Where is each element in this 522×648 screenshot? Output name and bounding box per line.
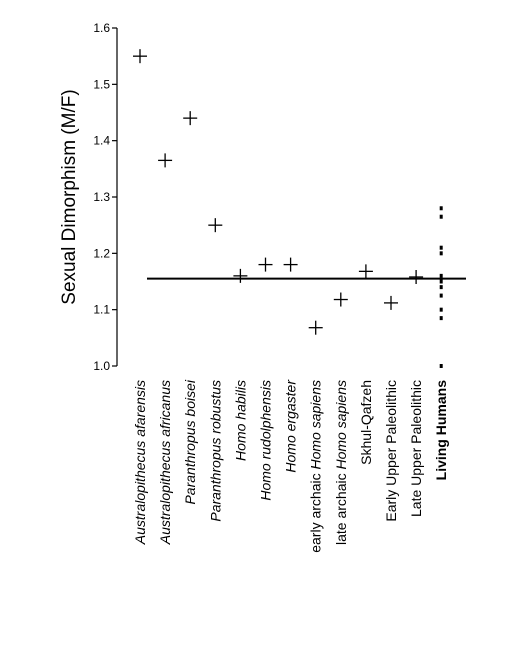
- data-points: [133, 49, 443, 368]
- data-point-12: [409, 269, 424, 284]
- category-label-7: Homo ergaster: [283, 379, 299, 473]
- category-label-4: Paranthropus robustus: [207, 380, 223, 522]
- data-point-8: [308, 320, 323, 335]
- category-label-9: late archaic Homo sapiens: [333, 380, 349, 545]
- y-tick-label-1.6: 1.6: [93, 21, 110, 35]
- category-labels: Australopithecus afarensis Australopithec…: [132, 379, 449, 553]
- living-humans-mark-10: [439, 214, 443, 219]
- living-humans-mark-5: [439, 285, 443, 290]
- living-humans-mark-7: [439, 273, 443, 278]
- category-label-13: Living Humans: [433, 380, 449, 481]
- data-point-3: [183, 111, 198, 126]
- data-point-4: [208, 218, 223, 233]
- living-humans-mark-4: [439, 293, 443, 298]
- data-point-5: [233, 268, 248, 283]
- category-label-3: Paranthropus boisei: [182, 379, 198, 504]
- category-label-8: early archaic Homo sapiens: [308, 380, 324, 553]
- living-humans-mark-9: [439, 245, 443, 250]
- y-tick-label-1.4: 1.4: [93, 134, 110, 148]
- living-humans-mark-11: [439, 206, 443, 211]
- y-tick-label-1.5: 1.5: [93, 77, 110, 91]
- living-humans-mark-8: [439, 251, 443, 256]
- living-humans-mark-2: [439, 316, 443, 321]
- data-point-7: [283, 257, 298, 272]
- y-tick-label-1.2: 1.2: [93, 246, 110, 260]
- category-label-1: Australopithecus afarensis: [132, 380, 148, 545]
- category-label-2: Australopithecus africanus: [157, 380, 173, 545]
- y-tick-label-1.0: 1.0: [93, 359, 110, 373]
- data-point-1: [133, 49, 147, 64]
- living-humans-mark-6: [439, 279, 443, 284]
- data-point-10: [358, 264, 373, 279]
- category-label-6: Homo rudolphensis: [258, 380, 274, 501]
- data-point-11: [384, 295, 398, 310]
- category-label-10: Skhul-Qafzeh: [358, 380, 374, 465]
- category-label-11: Early Upper Paleolithic: [383, 380, 399, 522]
- y-tick-label-1.3: 1.3: [93, 190, 110, 204]
- y-axis-label: Sexual Dimorphism (M/F): [59, 89, 80, 304]
- data-point-9: [333, 292, 348, 307]
- y-tick-label-1.1: 1.1: [93, 303, 110, 317]
- data-point-2: [158, 153, 173, 168]
- living-humans-mark-3: [439, 307, 443, 312]
- living-humans-mark-1: [439, 364, 443, 368]
- category-label-12: Late Upper Paleolithic: [408, 380, 424, 517]
- category-label-5: Homo habilis: [232, 380, 248, 461]
- y-axis: 1.0 1.1 1.2 1.3 1.4 1.5 1.6: [93, 21, 118, 373]
- data-point-6: [258, 257, 273, 272]
